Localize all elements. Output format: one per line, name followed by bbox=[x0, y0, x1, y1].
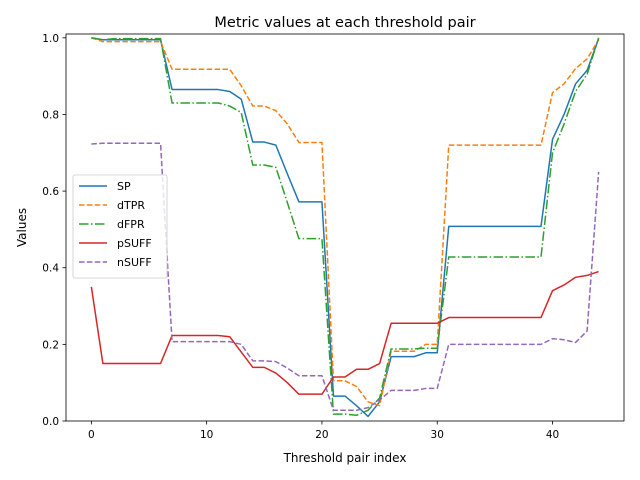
tick-layer: 0 10 20 30 40 0.0 0.2 0.4 0.6 0.8 1.0 bbox=[42, 33, 559, 441]
series-line-dfpr bbox=[91, 37, 600, 416]
series-layer bbox=[90, 37, 600, 418]
legend-label-dfpr: dFPR bbox=[117, 218, 145, 231]
series-line-dtpr bbox=[91, 37, 600, 407]
x-tick-label: 30 bbox=[431, 429, 444, 441]
y-tick-label: 0.2 bbox=[42, 339, 59, 351]
y-axis-label: Values bbox=[15, 208, 29, 247]
x-axis-label: Threshold pair index bbox=[283, 451, 407, 465]
x-tick-label: 40 bbox=[546, 429, 559, 441]
x-tick-label: 0 bbox=[88, 429, 95, 441]
legend-label-psuff: pSUFF bbox=[117, 237, 152, 250]
series-line-psuff bbox=[90, 270, 599, 395]
legend-label-dtpr: dTPR bbox=[117, 199, 145, 212]
legend-label-sp: SP bbox=[117, 180, 131, 193]
series-line-nsuff bbox=[91, 142, 600, 412]
y-tick-label: 1.0 bbox=[42, 33, 59, 45]
plot-frame bbox=[65, 33, 625, 422]
y-tick-label: 0.4 bbox=[42, 263, 59, 275]
series-line-sp bbox=[91, 37, 600, 418]
legend: SP dTPR dFPR pSUFF nSUFF bbox=[72, 174, 168, 279]
legend-label-nsuff: nSUFF bbox=[117, 256, 152, 269]
chart-title: Metric values at each threshold pair bbox=[214, 15, 475, 31]
x-tick-label: 10 bbox=[200, 429, 213, 441]
legend-box bbox=[72, 174, 168, 279]
x-tick-label: 20 bbox=[315, 429, 328, 441]
y-tick-label: 0.0 bbox=[42, 416, 59, 428]
y-tick-label: 0.6 bbox=[42, 186, 59, 198]
y-tick-label: 0.8 bbox=[42, 109, 59, 121]
